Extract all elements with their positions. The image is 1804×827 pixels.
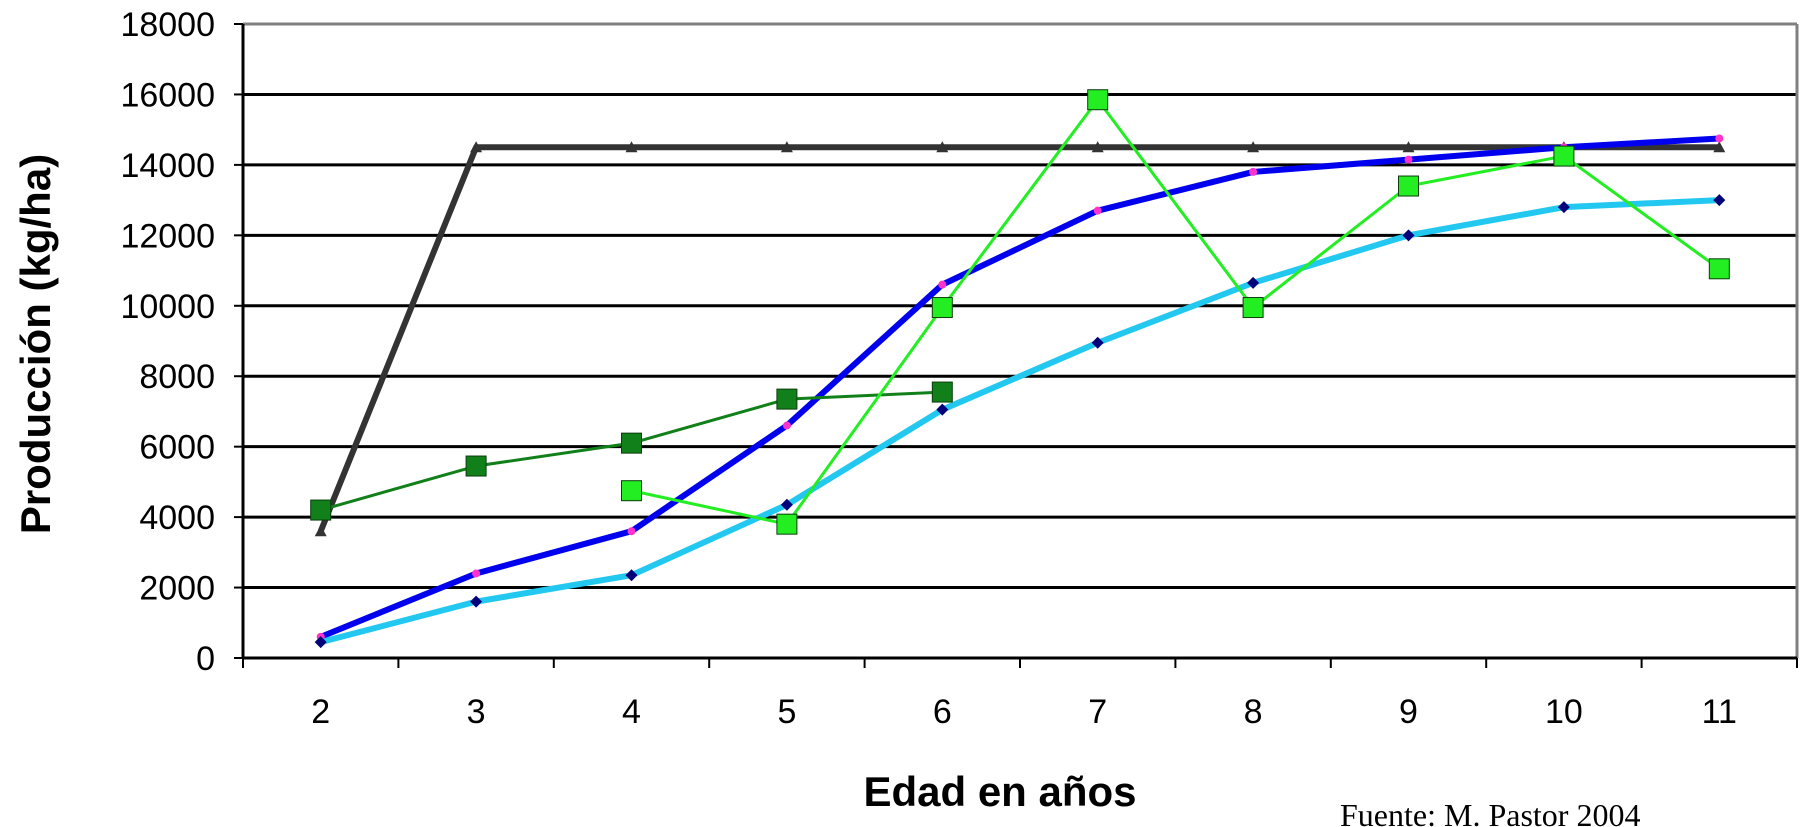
data-point-dot (938, 280, 947, 289)
series-lines (317, 98, 1721, 646)
series-line-2 (319, 135, 1720, 640)
x-tick-label: 6 (933, 693, 952, 731)
y-tick-label: 10000 (120, 288, 215, 326)
data-point-triangle (780, 141, 793, 153)
data-point-dot (1093, 206, 1102, 215)
data-point-triangle (314, 525, 327, 537)
data-point-diamond (625, 569, 638, 582)
data-point-diamond (1402, 229, 1415, 242)
data-point-square (621, 480, 642, 502)
y-tick-label: 14000 (120, 147, 215, 185)
data-point-triangle (1247, 141, 1260, 153)
y-tick-label: 4000 (139, 499, 215, 537)
x-tick-label: 8 (1244, 693, 1263, 731)
data-point-triangle (625, 141, 638, 153)
y-tick-label: 16000 (120, 76, 215, 114)
data-point-triangle (1402, 141, 1415, 153)
data-point-triangle (1713, 141, 1726, 153)
x-tick-label: 5 (777, 693, 796, 731)
series-line-3 (319, 197, 1720, 646)
data-point-diamond (470, 595, 483, 608)
grid-lines (243, 92, 1797, 590)
data-point-dot (782, 421, 791, 430)
data-point-dot (1404, 155, 1413, 164)
x-tick-label: 7 (1088, 693, 1107, 731)
data-point-diamond (1247, 276, 1260, 289)
series-line-5 (631, 98, 1721, 526)
data-point-square (931, 297, 953, 319)
data-point-square (1553, 145, 1575, 167)
x-tick-label: 9 (1399, 693, 1418, 731)
data-point-triangle (470, 141, 483, 153)
tick-labels: 0 2000 4000 6000 8000 10000 12000 14000 16000 180… (120, 6, 1736, 731)
y-tick-label: 18000 (120, 6, 215, 44)
data-point-dot (1715, 134, 1724, 143)
data-point-square (621, 432, 642, 454)
source-note: Fuente: M. Pastor 2004 (1340, 797, 1640, 827)
data-point-square (1708, 258, 1730, 280)
series-line-1 (317, 144, 1720, 533)
data-point-triangle (1091, 141, 1104, 153)
y-tick-label: 8000 (139, 358, 215, 396)
x-tick-label: 4 (622, 693, 641, 731)
y-axis-title: Producción (kg/ha) (12, 154, 59, 534)
data-point-square (776, 513, 798, 535)
data-point-dot (1249, 167, 1258, 176)
data-point-square (1398, 175, 1419, 197)
data-point-square (931, 381, 953, 403)
y-tick-label: 6000 (139, 429, 215, 467)
y-tick-label: 0 (196, 640, 215, 678)
data-point-square (1242, 297, 1264, 319)
data-point-dot (472, 569, 481, 578)
data-point-diamond (1713, 194, 1726, 207)
data-point-diamond (1091, 336, 1104, 349)
x-tick-label: 3 (467, 693, 486, 731)
x-tick-label: 11 (1702, 693, 1737, 731)
data-point-diamond (936, 403, 949, 416)
data-point-square (465, 455, 487, 477)
x-axis-title: Edad en años (863, 768, 1136, 815)
data-point-square (1087, 89, 1109, 111)
y-tick-label: 12000 (120, 217, 215, 255)
series-markers (310, 89, 1730, 649)
data-point-diamond (314, 636, 327, 649)
x-tick-label: 10 (1545, 693, 1583, 731)
data-point-triangle (936, 141, 949, 153)
data-point-diamond (1557, 201, 1570, 214)
data-point-square (310, 499, 332, 521)
x-tick-label: 2 (311, 693, 330, 731)
axes (234, 22, 1799, 668)
data-point-square (776, 388, 798, 410)
data-point-diamond (780, 498, 793, 511)
y-tick-label: 2000 (139, 570, 215, 608)
data-point-dot (627, 527, 636, 536)
